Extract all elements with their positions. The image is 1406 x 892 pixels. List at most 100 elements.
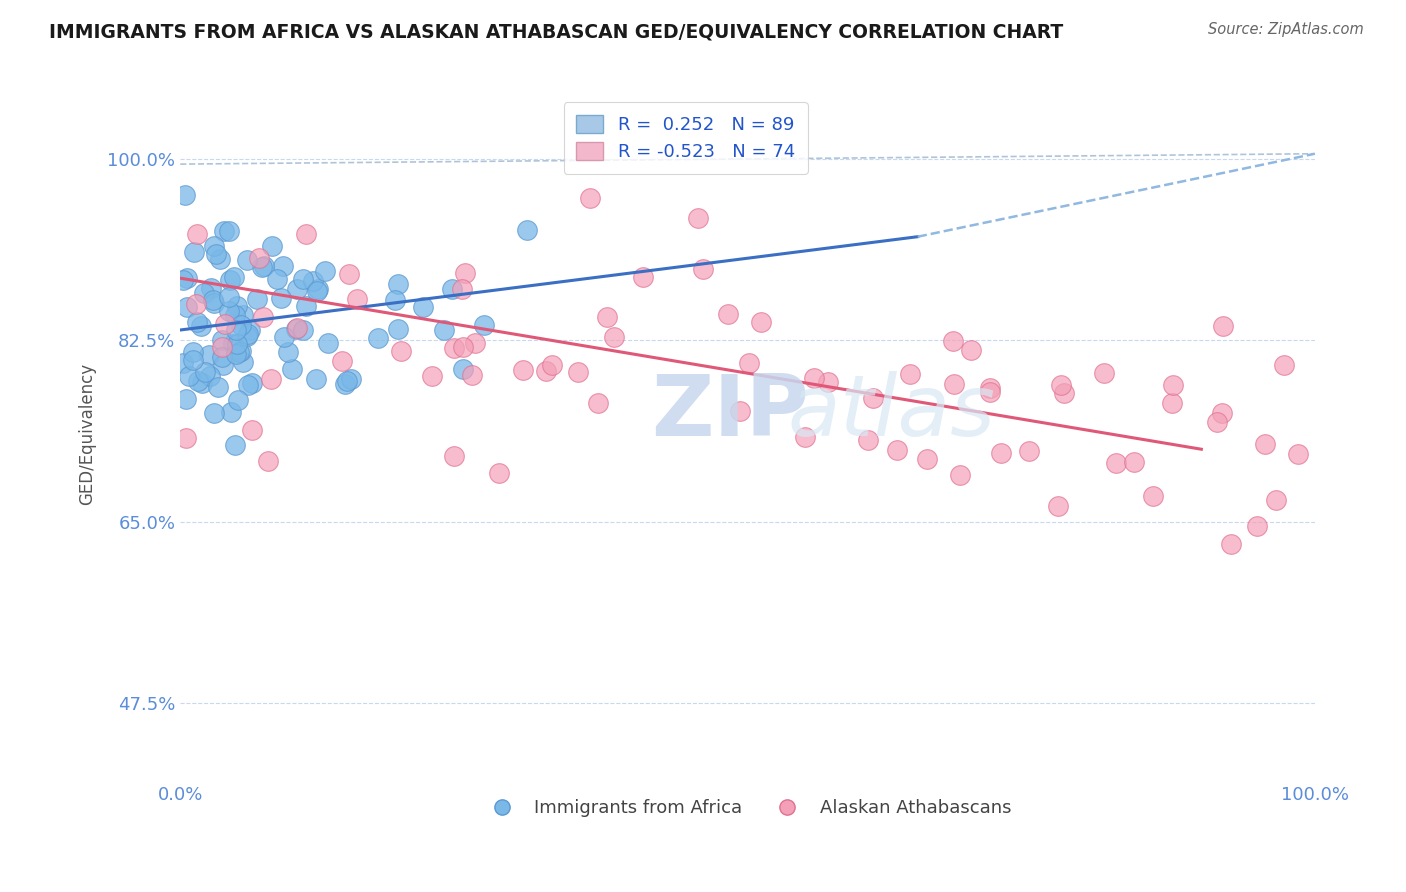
Point bbox=[218, 304, 240, 318]
Point bbox=[886, 443, 908, 458]
Point bbox=[198, 369, 221, 384]
Point bbox=[190, 319, 212, 334]
Point bbox=[451, 362, 474, 376]
Point bbox=[412, 300, 434, 314]
Point bbox=[858, 434, 880, 448]
Point bbox=[692, 262, 714, 277]
Point bbox=[339, 267, 361, 281]
Point bbox=[1092, 367, 1115, 381]
Point bbox=[749, 315, 772, 329]
Point bbox=[172, 273, 194, 287]
Point bbox=[270, 291, 292, 305]
Point bbox=[287, 320, 309, 334]
Point bbox=[451, 340, 474, 354]
Point bbox=[224, 437, 246, 451]
Point bbox=[443, 449, 465, 463]
Point bbox=[387, 277, 409, 291]
Text: ZIP: ZIP bbox=[651, 371, 808, 454]
Point bbox=[451, 282, 474, 296]
Point bbox=[225, 346, 247, 360]
Point bbox=[193, 286, 215, 301]
Point bbox=[1211, 406, 1233, 420]
Point bbox=[219, 405, 242, 419]
Point bbox=[1212, 318, 1234, 333]
Y-axis label: GED/Equivalency: GED/Equivalency bbox=[79, 363, 96, 505]
Point bbox=[302, 274, 325, 288]
Point bbox=[1220, 537, 1243, 551]
Point bbox=[304, 372, 326, 386]
Point bbox=[307, 281, 329, 295]
Point bbox=[257, 454, 280, 468]
Point bbox=[314, 264, 336, 278]
Point bbox=[224, 308, 246, 322]
Point bbox=[204, 296, 226, 310]
Point bbox=[250, 260, 273, 274]
Point bbox=[172, 356, 194, 370]
Point bbox=[1053, 386, 1076, 401]
Point bbox=[567, 365, 589, 379]
Point bbox=[176, 300, 198, 314]
Point bbox=[305, 284, 328, 298]
Point bbox=[273, 330, 295, 344]
Point bbox=[236, 329, 259, 343]
Point bbox=[211, 340, 233, 354]
Point bbox=[183, 244, 205, 259]
Point bbox=[336, 374, 359, 388]
Point bbox=[246, 293, 269, 307]
Point bbox=[277, 344, 299, 359]
Point bbox=[232, 308, 254, 322]
Point bbox=[174, 431, 197, 445]
Point bbox=[284, 322, 307, 336]
Point bbox=[221, 337, 243, 351]
Point bbox=[979, 381, 1001, 395]
Point bbox=[186, 315, 208, 329]
Point bbox=[579, 191, 602, 205]
Point bbox=[212, 224, 235, 238]
Point bbox=[432, 323, 454, 337]
Point bbox=[330, 354, 353, 368]
Point bbox=[1018, 444, 1040, 458]
Point bbox=[803, 371, 825, 385]
Point bbox=[990, 445, 1012, 459]
Point bbox=[295, 227, 318, 241]
Point bbox=[187, 375, 209, 389]
Point bbox=[1046, 500, 1069, 514]
Point bbox=[460, 368, 482, 382]
Point bbox=[181, 353, 204, 368]
Point bbox=[218, 224, 240, 238]
Point bbox=[942, 334, 965, 348]
Point bbox=[229, 318, 252, 332]
Point bbox=[292, 272, 315, 286]
Point bbox=[536, 364, 558, 378]
Point bbox=[236, 327, 259, 342]
Point bbox=[979, 385, 1001, 400]
Point bbox=[266, 272, 288, 286]
Point bbox=[942, 377, 965, 392]
Point bbox=[1105, 456, 1128, 470]
Point bbox=[225, 337, 247, 351]
Point bbox=[281, 361, 304, 376]
Point bbox=[862, 391, 884, 405]
Point bbox=[252, 310, 274, 324]
Point bbox=[240, 423, 263, 437]
Point bbox=[728, 404, 751, 418]
Point bbox=[260, 372, 283, 386]
Point bbox=[201, 293, 224, 307]
Text: atlas: atlas bbox=[787, 371, 995, 454]
Point bbox=[516, 223, 538, 237]
Point bbox=[1286, 447, 1309, 461]
Point bbox=[176, 392, 198, 406]
Point bbox=[207, 380, 229, 394]
Point bbox=[367, 331, 389, 345]
Point bbox=[177, 368, 200, 383]
Point bbox=[960, 343, 983, 357]
Point bbox=[1253, 437, 1275, 451]
Point bbox=[176, 270, 198, 285]
Point bbox=[1205, 416, 1227, 430]
Point bbox=[202, 239, 225, 253]
Point bbox=[387, 322, 409, 336]
Text: IMMIGRANTS FROM AFRICA VS ALASKAN ATHABASCAN GED/EQUIVALENCY CORRELATION CHART: IMMIGRANTS FROM AFRICA VS ALASKAN ATHABA… bbox=[49, 22, 1063, 41]
Point bbox=[214, 317, 236, 331]
Point bbox=[219, 273, 242, 287]
Point bbox=[454, 266, 477, 280]
